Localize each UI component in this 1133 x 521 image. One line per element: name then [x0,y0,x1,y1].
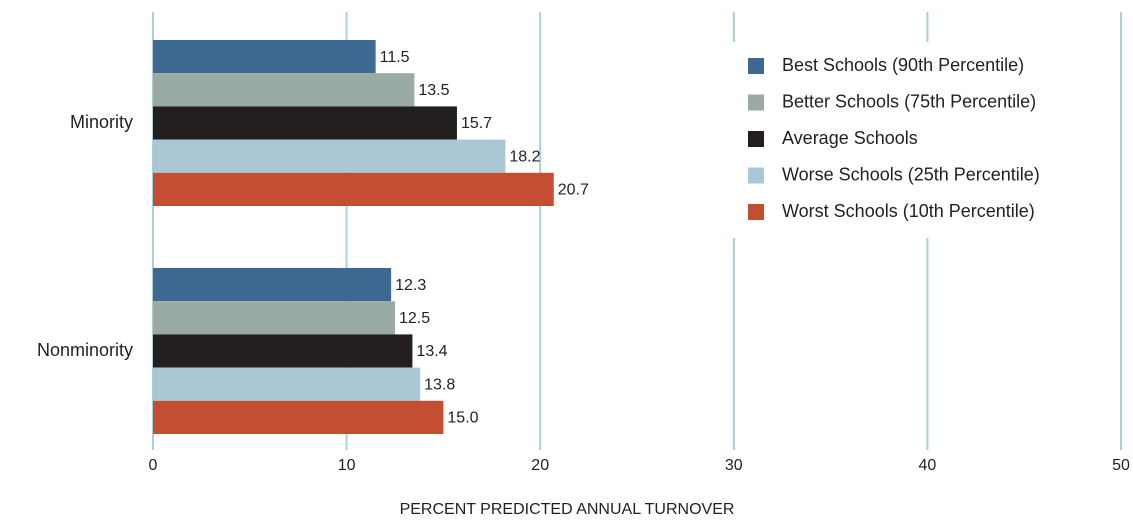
x-tick-label: 10 [338,457,356,474]
data-label: 18.2 [509,148,540,165]
bar [153,334,413,368]
x-tick-label: 30 [725,457,743,474]
legend-label: Best Schools (90th Percentile) [782,55,1024,75]
legend-swatch [748,204,764,220]
bar [153,73,415,107]
bar [153,367,421,401]
legend-swatch [748,167,764,184]
legend-label: Worse Schools (25th Percentile) [782,164,1040,184]
bar [153,268,392,302]
legend-label: Average Schools [782,128,918,148]
data-label: 13.4 [416,343,447,360]
category-label: Minority [70,112,133,132]
x-tick-label: 40 [919,457,937,474]
legend-label: Better Schools (75th Percentile) [782,91,1036,111]
x-tick-label: 50 [1112,457,1130,474]
legend-swatch [748,131,764,147]
x-tick-label: 0 [149,457,158,474]
legend-swatch [748,58,764,74]
data-label: 12.5 [399,310,430,327]
data-label: 12.3 [395,277,426,294]
data-label: 15.7 [461,115,492,132]
data-label: 15.0 [447,410,478,427]
bar [153,106,457,140]
x-axis-title: PERCENT PREDICTED ANNUAL TURNOVER [400,501,735,518]
x-tick-label: 20 [531,457,549,474]
data-label: 11.5 [380,49,410,66]
bar [153,400,444,434]
category-label: Nonminority [37,340,133,360]
data-label: 13.5 [418,82,449,99]
bar [153,172,554,206]
bar [153,139,506,173]
bar [153,40,376,74]
legend-box [725,42,1117,238]
bar [153,301,395,335]
legend-label: Worst Schools (10th Percentile) [782,201,1035,221]
data-label: 20.7 [558,182,589,199]
legend-swatch [748,94,764,111]
data-label: 13.8 [424,376,455,393]
